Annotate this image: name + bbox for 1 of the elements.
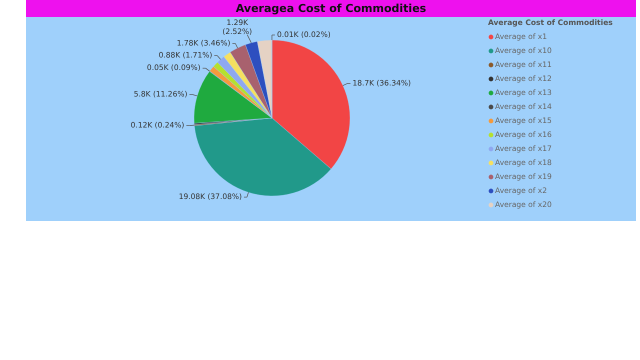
chart-title: Averagea Cost of Commodities [236, 2, 427, 15]
